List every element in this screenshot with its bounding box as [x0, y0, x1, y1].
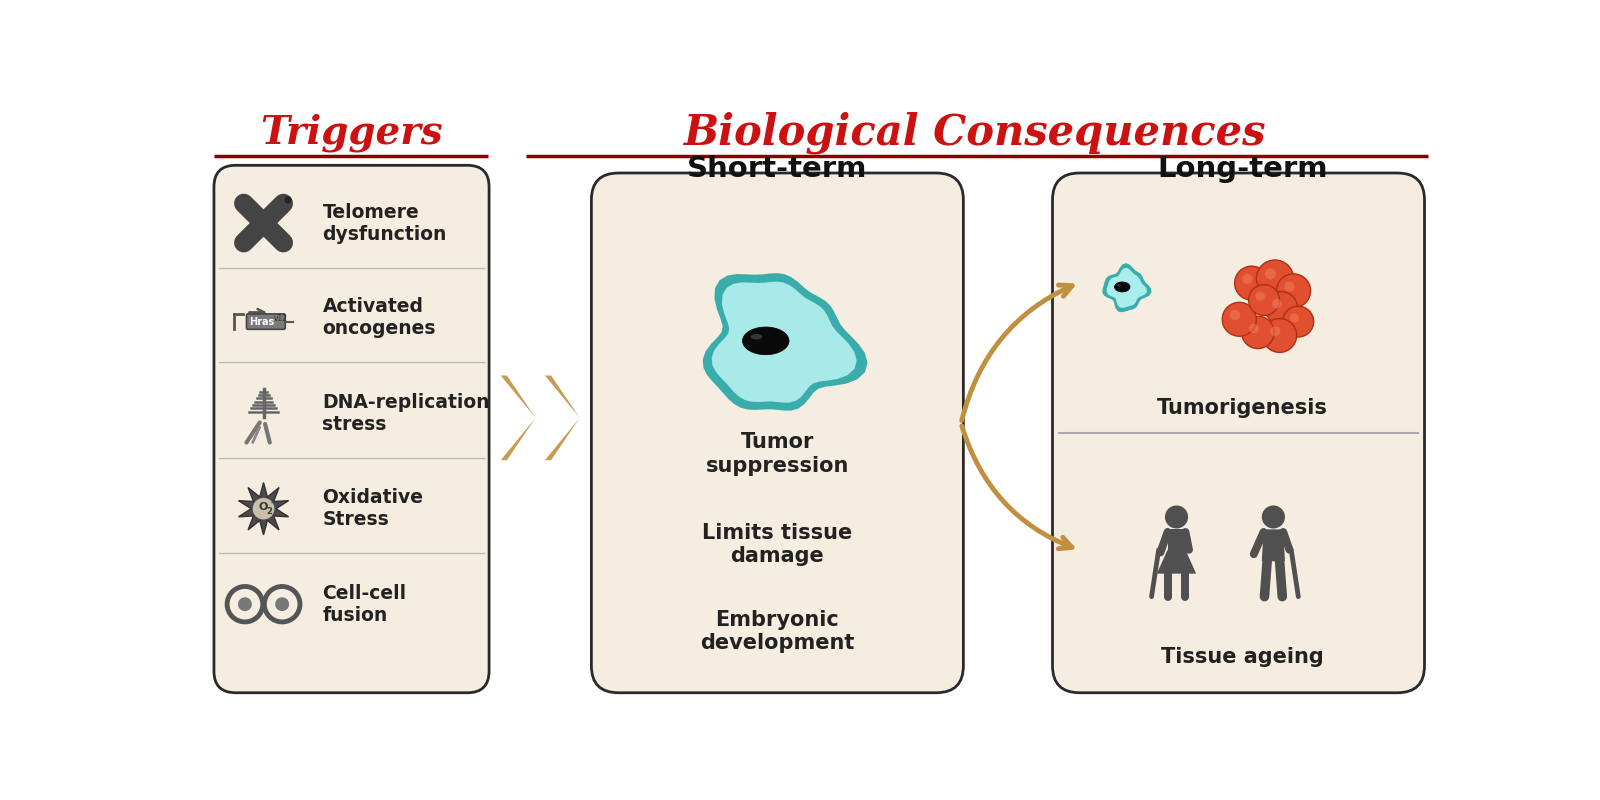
Circle shape [1264, 268, 1275, 279]
FancyBboxPatch shape [246, 314, 285, 330]
Circle shape [1250, 323, 1259, 333]
Circle shape [1235, 266, 1269, 300]
Text: Activated
oncogenes: Activated oncogenes [323, 298, 435, 338]
Polygon shape [1107, 268, 1147, 308]
Text: Short-term: Short-term [686, 155, 867, 183]
FancyBboxPatch shape [1053, 173, 1424, 693]
FancyBboxPatch shape [592, 173, 963, 693]
Circle shape [275, 598, 290, 611]
Polygon shape [1157, 550, 1197, 574]
Circle shape [237, 197, 251, 210]
Text: Embryonic
development: Embryonic development [701, 610, 854, 653]
Circle shape [1165, 506, 1189, 529]
Text: 2: 2 [266, 506, 272, 515]
Circle shape [1262, 506, 1285, 529]
Ellipse shape [750, 334, 762, 339]
Text: v12: v12 [274, 314, 288, 323]
Text: Triggers: Triggers [259, 114, 443, 152]
Circle shape [238, 598, 251, 611]
Text: Telomere
dysfunction: Telomere dysfunction [323, 202, 446, 243]
Text: DNA-replication
stress: DNA-replication stress [323, 393, 490, 434]
Text: Tissue ageing: Tissue ageing [1162, 646, 1323, 666]
Circle shape [1262, 318, 1296, 353]
Polygon shape [501, 375, 536, 460]
Text: Limits tissue
damage: Limits tissue damage [702, 522, 853, 566]
Polygon shape [238, 482, 288, 535]
Circle shape [253, 498, 275, 519]
Circle shape [1283, 306, 1314, 337]
Circle shape [237, 236, 251, 250]
Circle shape [1248, 285, 1280, 315]
Ellipse shape [742, 327, 789, 354]
Polygon shape [1102, 263, 1152, 312]
Text: ⁻: ⁻ [269, 501, 275, 510]
Circle shape [1230, 310, 1240, 320]
Circle shape [1277, 274, 1310, 308]
Polygon shape [702, 273, 867, 410]
Polygon shape [1168, 530, 1186, 550]
Text: Hras: Hras [250, 317, 275, 326]
Text: Cell-cell
fusion: Cell-cell fusion [323, 584, 406, 625]
Circle shape [1270, 326, 1280, 336]
Circle shape [1222, 302, 1256, 336]
FancyBboxPatch shape [214, 166, 490, 693]
Circle shape [1256, 260, 1293, 297]
Circle shape [277, 197, 290, 210]
Circle shape [277, 236, 290, 250]
Ellipse shape [1117, 285, 1122, 286]
Text: Long-term: Long-term [1157, 155, 1328, 183]
Ellipse shape [1115, 282, 1130, 292]
Circle shape [1272, 299, 1282, 309]
Circle shape [1285, 282, 1294, 292]
Polygon shape [1262, 530, 1285, 562]
Circle shape [1256, 291, 1266, 301]
Circle shape [1242, 274, 1253, 284]
Polygon shape [546, 375, 579, 460]
Circle shape [285, 197, 291, 203]
Text: Tumorigenesis: Tumorigenesis [1157, 398, 1328, 418]
Circle shape [1290, 313, 1299, 322]
Text: Biological Consequences: Biological Consequences [683, 112, 1266, 154]
Circle shape [1242, 316, 1274, 349]
Text: Tumor
suppression: Tumor suppression [706, 433, 850, 476]
Polygon shape [712, 282, 856, 402]
Text: O: O [258, 502, 267, 512]
Circle shape [1266, 291, 1298, 324]
Text: Oxidative
Stress: Oxidative Stress [323, 488, 424, 530]
